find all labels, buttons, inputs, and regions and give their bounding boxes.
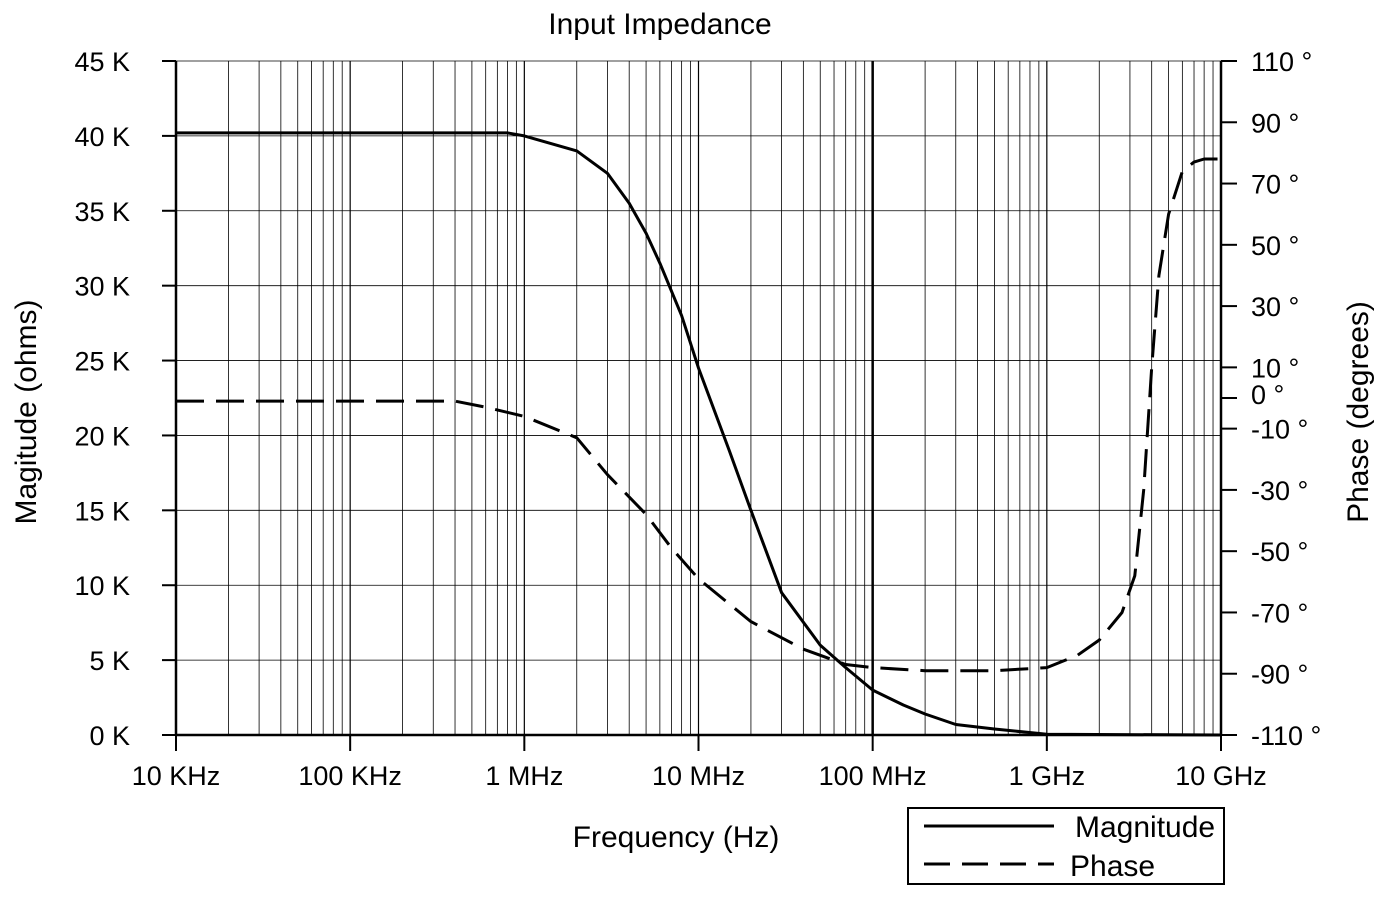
y-tick-label: 15 K <box>74 496 130 526</box>
y2-tick-label: 0 ° <box>1251 380 1284 410</box>
x-tick-label: 1 GHz <box>1009 761 1086 791</box>
series-lines <box>176 131 1222 737</box>
y2-tick-label: 50 ° <box>1251 231 1299 261</box>
y-tick-label: 5 K <box>89 646 130 676</box>
legend-box <box>907 807 1225 885</box>
legend-label-phase: Phase <box>1070 850 1155 883</box>
y-tick-label: 35 K <box>74 197 130 227</box>
series-line-magnitude <box>176 131 1222 737</box>
y-tick-label: 25 K <box>74 347 130 377</box>
grid <box>175 60 1222 736</box>
y2-tick-label: 70 ° <box>1251 170 1299 200</box>
y2-tick-label: 10 ° <box>1251 353 1299 383</box>
y2-tick-label: -50 ° <box>1251 537 1308 567</box>
y2-axis-title: Phase (degrees) <box>1342 301 1375 523</box>
y2-tick-label: -110 ° <box>1251 721 1321 751</box>
x-axis-title: Frequency (Hz) <box>573 821 780 854</box>
x-tick-label: 10 GHz <box>1175 761 1267 791</box>
legend-label-magnitude: Magnitude <box>1075 811 1215 844</box>
y-tick-label: 30 K <box>74 272 130 302</box>
tick-labels: 0 K 5 K 10 K 15 K 20 K 25 K 30 K 35 K 40 K 45 K 11… <box>74 47 1321 791</box>
y-axis-title: Magitude (ohms) <box>10 299 43 524</box>
y2-tick-label: 90 ° <box>1251 108 1299 138</box>
y2-tick-label: 110 ° <box>1251 47 1312 77</box>
y-tick-label: 10 K <box>74 571 130 601</box>
x-tick-label: 1 MHz <box>485 761 563 791</box>
y2-tick-label: -10 ° <box>1251 415 1308 445</box>
y-tick-label: 40 K <box>74 122 130 152</box>
y-tick-label: 0 K <box>89 721 130 751</box>
y2-tick-label: -70 ° <box>1251 598 1308 628</box>
chart-title: Input Impedance <box>548 8 772 41</box>
x-tick-label: 10 MHz <box>652 761 745 791</box>
y2-tick-label: -30 ° <box>1251 476 1308 506</box>
x-tick-label: 10 KHz <box>132 761 221 791</box>
y2-tick-label: 30 ° <box>1251 292 1299 322</box>
legend: Magnitude Phase <box>907 807 1225 885</box>
x-tick-label: 100 MHz <box>819 761 927 791</box>
x-tick-label: 100 KHz <box>298 761 402 791</box>
y-tick-label: 45 K <box>74 47 130 77</box>
y-tick-label: 20 K <box>74 421 130 451</box>
y2-tick-label: -90 ° <box>1251 660 1308 690</box>
